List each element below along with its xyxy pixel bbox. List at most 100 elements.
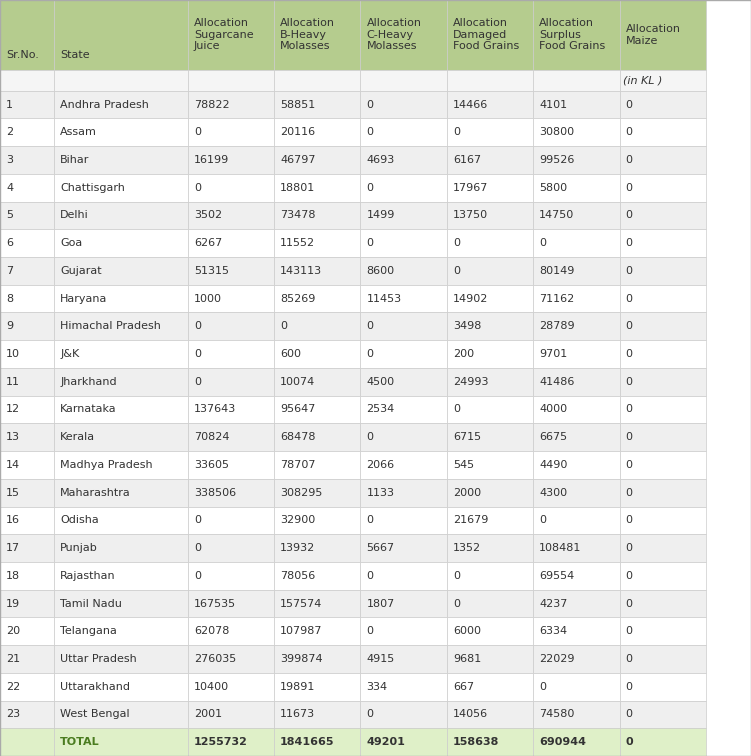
- Text: TOTAL: TOTAL: [60, 737, 100, 747]
- Text: 0: 0: [626, 709, 632, 720]
- Bar: [274, 0, 360, 70]
- Text: 33605: 33605: [194, 460, 229, 470]
- Bar: [0, 590, 54, 618]
- Bar: [533, 395, 620, 423]
- Text: 78707: 78707: [280, 460, 315, 470]
- Text: 20: 20: [6, 626, 20, 637]
- Text: 157574: 157574: [280, 599, 322, 609]
- Bar: [620, 368, 706, 395]
- Text: Andhra Pradesh: Andhra Pradesh: [60, 100, 149, 110]
- Bar: [620, 507, 706, 534]
- Text: 0: 0: [626, 682, 632, 692]
- Bar: [0, 451, 54, 479]
- Text: 13932: 13932: [280, 543, 315, 553]
- Bar: [533, 479, 620, 507]
- Bar: [188, 146, 274, 174]
- Bar: [533, 146, 620, 174]
- Text: 1807: 1807: [366, 599, 395, 609]
- Bar: [54, 618, 188, 645]
- Bar: [54, 257, 188, 285]
- Bar: [360, 285, 447, 312]
- Text: 58851: 58851: [280, 100, 315, 110]
- Bar: [533, 534, 620, 562]
- Bar: [447, 562, 533, 590]
- Text: 13: 13: [6, 432, 20, 442]
- Text: 21: 21: [6, 654, 20, 664]
- Bar: [188, 0, 274, 70]
- Text: 6267: 6267: [194, 238, 222, 248]
- Text: Himachal Pradesh: Himachal Pradesh: [60, 321, 161, 331]
- Text: 0: 0: [453, 571, 460, 581]
- Text: Karnataka: Karnataka: [60, 404, 116, 414]
- Bar: [0, 340, 54, 368]
- Bar: [360, 618, 447, 645]
- Bar: [360, 534, 447, 562]
- Bar: [188, 534, 274, 562]
- Bar: [360, 507, 447, 534]
- Text: 14750: 14750: [539, 210, 575, 221]
- Bar: [0, 701, 54, 728]
- Text: Allocation
Sugarcane
Juice: Allocation Sugarcane Juice: [194, 18, 253, 51]
- Bar: [0, 285, 54, 312]
- Text: 0: 0: [366, 516, 373, 525]
- Text: 70824: 70824: [194, 432, 229, 442]
- Bar: [620, 285, 706, 312]
- Text: 137643: 137643: [194, 404, 236, 414]
- Bar: [620, 0, 706, 70]
- Text: 20116: 20116: [280, 127, 315, 138]
- Bar: [0, 479, 54, 507]
- Text: 0: 0: [626, 654, 632, 664]
- Text: 2001: 2001: [194, 709, 222, 720]
- Text: 6000: 6000: [453, 626, 481, 637]
- Text: 0: 0: [194, 127, 201, 138]
- Bar: [533, 229, 620, 257]
- Text: 5: 5: [6, 210, 13, 221]
- Bar: [447, 146, 533, 174]
- Text: 0: 0: [626, 571, 632, 581]
- Text: Haryana: Haryana: [60, 293, 107, 304]
- Text: 143113: 143113: [280, 266, 322, 276]
- Text: 9: 9: [6, 321, 13, 331]
- Bar: [0, 257, 54, 285]
- Bar: [620, 395, 706, 423]
- Text: 0: 0: [626, 626, 632, 637]
- Text: 0: 0: [626, 737, 633, 747]
- Bar: [54, 340, 188, 368]
- Text: 334: 334: [366, 682, 388, 692]
- Text: 69554: 69554: [539, 571, 575, 581]
- Text: Assam: Assam: [60, 127, 97, 138]
- Bar: [54, 91, 188, 119]
- Text: 0: 0: [194, 183, 201, 193]
- Text: 41486: 41486: [539, 376, 575, 387]
- Text: 4101: 4101: [539, 100, 567, 110]
- Bar: [0, 562, 54, 590]
- Bar: [447, 673, 533, 701]
- Bar: [188, 312, 274, 340]
- Bar: [447, 590, 533, 618]
- Bar: [447, 368, 533, 395]
- Bar: [54, 728, 188, 756]
- Text: Allocation
Damaged
Food Grains: Allocation Damaged Food Grains: [453, 18, 519, 51]
- Bar: [447, 312, 533, 340]
- Text: 0: 0: [280, 321, 287, 331]
- Bar: [274, 146, 360, 174]
- Text: 14: 14: [6, 460, 20, 470]
- Bar: [274, 618, 360, 645]
- Text: 399874: 399874: [280, 654, 323, 664]
- Bar: [620, 618, 706, 645]
- Text: 0: 0: [626, 404, 632, 414]
- Text: 51315: 51315: [194, 266, 229, 276]
- Bar: [274, 507, 360, 534]
- Text: 6: 6: [6, 238, 13, 248]
- Text: 19891: 19891: [280, 682, 315, 692]
- Bar: [447, 119, 533, 146]
- Text: 0: 0: [539, 238, 546, 248]
- Bar: [360, 673, 447, 701]
- Bar: [188, 507, 274, 534]
- Bar: [533, 285, 620, 312]
- Text: 0: 0: [453, 599, 460, 609]
- Text: 15: 15: [6, 488, 20, 497]
- Text: 0: 0: [626, 155, 632, 165]
- Bar: [447, 507, 533, 534]
- Bar: [620, 645, 706, 673]
